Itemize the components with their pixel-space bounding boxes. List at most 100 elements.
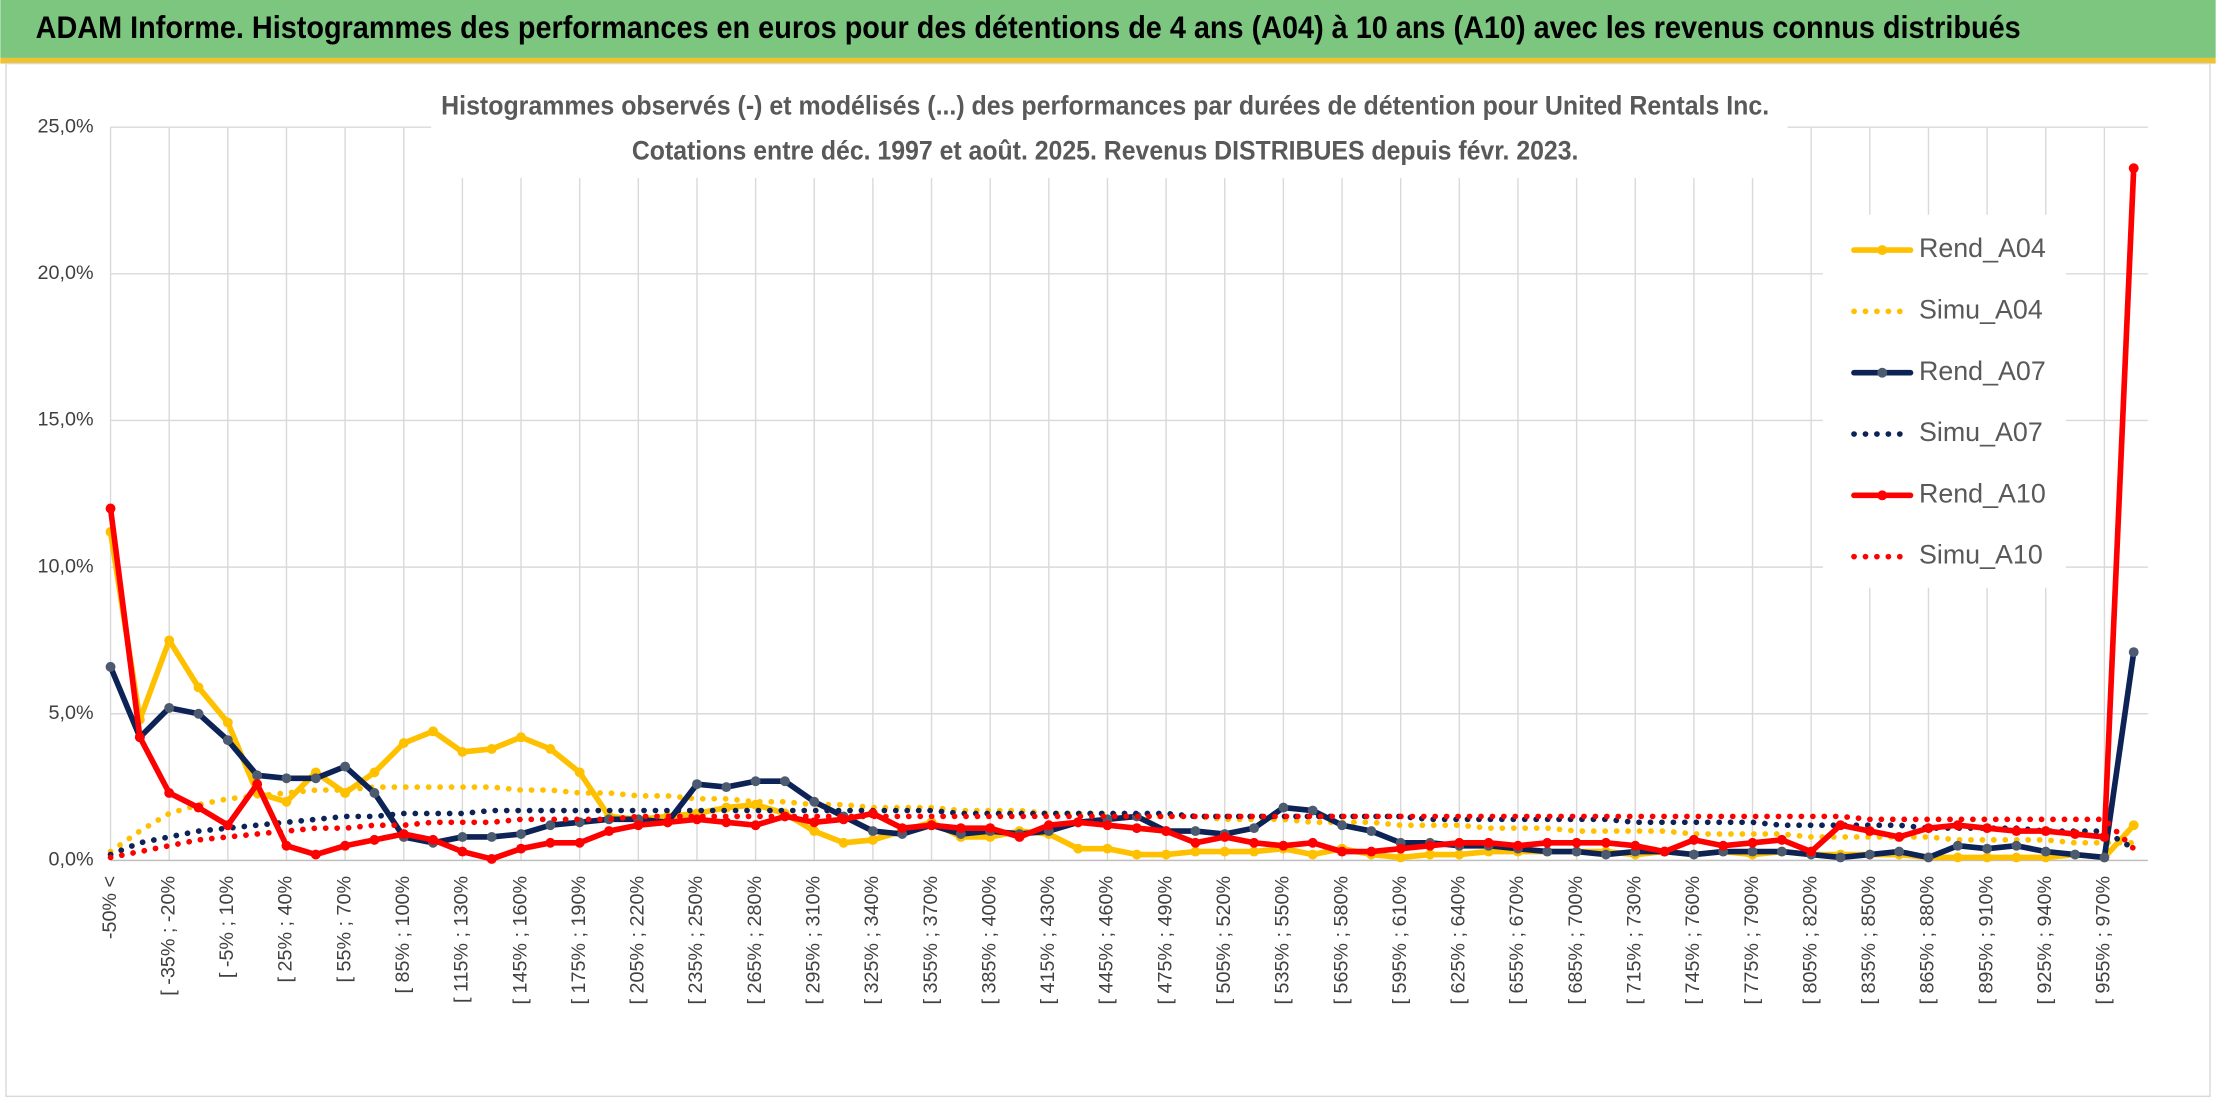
y-tick-label: 5,0%: [49, 702, 94, 724]
series-marker: [1894, 831, 1905, 842]
series-marker: [1513, 840, 1523, 851]
x-tick-label: [ 775% ; 790%: [1741, 876, 1763, 1005]
series-marker: [398, 738, 409, 749]
series-marker: [369, 834, 380, 845]
series-marker: [1219, 846, 1230, 857]
x-tick-label: [ -5% ; 10%: [216, 876, 238, 978]
series-marker: [1337, 820, 1347, 831]
series-marker: [134, 732, 145, 743]
series-marker: [2070, 829, 2081, 839]
series-marker: [2128, 163, 2139, 174]
series-marker: [545, 837, 556, 848]
series-line: [107, 165, 2137, 862]
series-marker: [105, 661, 116, 672]
legend-marker: [1877, 245, 1888, 256]
series-marker: [1923, 852, 1934, 863]
x-tick-label: [ 25% ; 40%: [275, 876, 297, 983]
series-marker: [1776, 846, 1787, 857]
header-title: ADAM Informe. Histogrammes des performan…: [36, 10, 2021, 45]
series-marker: [955, 823, 966, 834]
series-marker: [310, 849, 321, 860]
series-marker: [1542, 837, 1553, 848]
series-marker: [428, 834, 439, 845]
series-marker: [1337, 846, 1347, 857]
series-marker: [2040, 846, 2051, 857]
series-marker: [1659, 846, 1670, 857]
series-marker: [692, 779, 702, 790]
series-marker: [2128, 647, 2139, 658]
series-marker: [428, 726, 439, 737]
x-tick-label: [ 475% ; 490%: [1154, 876, 1176, 1005]
series-marker: [1952, 852, 1963, 863]
series-marker: [1982, 843, 1993, 854]
series-marker: [2128, 820, 2139, 831]
series-marker: [1982, 823, 1993, 834]
x-tick-label: [ 685% ; 700%: [1565, 876, 1587, 1005]
x-tick-label: [ 85% ; 100%: [392, 876, 414, 994]
y-tick-label: 20,0%: [38, 262, 94, 284]
x-tick-label: [ 505% ; 520%: [1213, 876, 1235, 1005]
series-marker: [1483, 837, 1494, 848]
series-marker: [721, 782, 732, 793]
header-bar: [0, 0, 2216, 58]
y-tick-label: 25,0%: [38, 115, 94, 137]
x-tick-label: [ 235% ; 250%: [685, 876, 707, 1005]
legend-label: Simu_A10: [1919, 540, 2043, 570]
x-tick-label: [ 715% ; 730%: [1623, 876, 1645, 1005]
series-marker: [1835, 820, 1846, 831]
series-marker: [1747, 837, 1758, 848]
series-marker: [1747, 846, 1758, 857]
x-tick-label: [ 355% ; 370%: [920, 876, 942, 1005]
y-tick-label: 10,0%: [38, 555, 94, 577]
x-tick-label: [ 415% ; 430%: [1037, 876, 1059, 1005]
x-tick-label: -50% <: [99, 876, 121, 939]
series-marker: [1894, 846, 1905, 857]
series-marker: [985, 823, 996, 834]
series-line: [107, 807, 2137, 858]
series-marker: [164, 788, 175, 798]
series-marker: [1249, 823, 1260, 834]
legend-label: Simu_A07: [1919, 417, 2043, 447]
series-marker: [779, 776, 790, 787]
series-marker: [1249, 837, 1260, 848]
series-marker: [1014, 831, 1025, 842]
series-marker: [1307, 849, 1318, 860]
series-marker: [1102, 820, 1113, 831]
series-marker: [633, 820, 644, 831]
series-marker: [2011, 852, 2022, 863]
series-marker: [1073, 843, 1084, 854]
legend-marker: [1877, 367, 1888, 378]
x-tick-label: [ 745% ; 760%: [1682, 876, 1704, 1005]
series-marker: [1043, 820, 1054, 831]
series-marker: [867, 826, 878, 837]
series-marker: [486, 744, 497, 754]
series-marker: [1307, 837, 1318, 848]
chart-subtitle: Cotations entre déc. 1997 et août. 2025.…: [632, 136, 1579, 166]
x-tick-label: [ 325% ; 340%: [861, 876, 883, 1005]
series-marker: [222, 820, 233, 831]
series-marker: [281, 840, 292, 851]
series-marker: [457, 746, 468, 757]
series-marker: [1161, 826, 1172, 837]
series-marker: [1190, 846, 1201, 857]
x-tick-label: [ 295% ; 310%: [802, 876, 824, 1005]
chart-title: Histogrammes observés (-) et modélisés (…: [441, 90, 1769, 120]
series-marker: [369, 767, 380, 778]
x-tick-label: [ 895% ; 910%: [1975, 876, 1997, 1005]
series-marker: [1571, 846, 1582, 857]
series-marker: [838, 837, 849, 848]
series-marker: [340, 840, 351, 851]
series-marker: [1073, 817, 1084, 828]
series-marker: [1161, 849, 1172, 860]
series-marker: [222, 735, 233, 746]
series-marker: [164, 702, 175, 713]
series-marker: [1454, 837, 1465, 848]
series-marker: [193, 802, 204, 813]
x-tick-label: [ 55% ; 70%: [333, 876, 355, 983]
series-marker: [1630, 840, 1641, 851]
series-marker: [1864, 826, 1875, 837]
series-marker: [1776, 834, 1787, 845]
legend-label: Simu_A04: [1919, 294, 2043, 324]
series-marker: [926, 820, 937, 831]
